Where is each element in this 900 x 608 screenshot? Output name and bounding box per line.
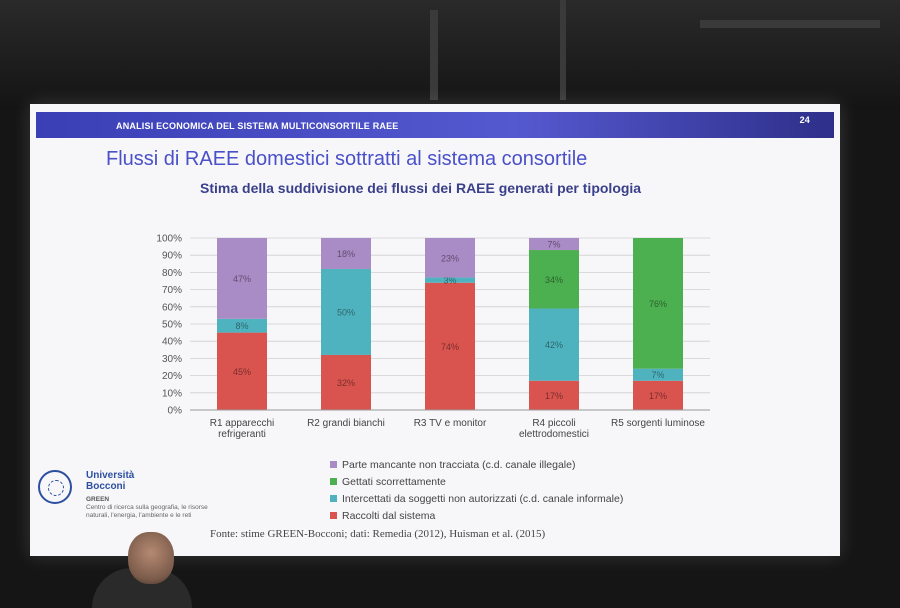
x-category-label: elettrodomestici (519, 429, 589, 440)
x-category-label: R4 piccoli (532, 418, 575, 429)
source-note: Fonte: stime GREEN-Bocconi; dati: Remedi… (210, 528, 546, 540)
slide-title: Flussi di RAEE domestici sottratti al si… (106, 148, 588, 170)
research-unit-description: Centro di ricerca sulla geografia, le ri… (86, 504, 208, 519)
x-category-label: R1 apparecchi (210, 418, 274, 429)
bar-data-label: 50% (337, 307, 355, 317)
bar-segment (321, 354, 371, 410)
legend-label: Intercettati da soggetti non autorizzati… (342, 492, 624, 505)
university-seal-icon (38, 470, 72, 504)
bar-data-label: 17% (649, 391, 667, 401)
bar-segment (633, 380, 683, 410)
bar-segment (425, 277, 475, 283)
legend-item: Gettati scorrettamente (330, 473, 623, 490)
x-category-label: R3 TV e monitor (414, 418, 487, 429)
legend-item: Intercettati da soggetti non autorizzati… (330, 490, 623, 507)
bar-data-label: 32% (337, 378, 355, 388)
bar-segment (529, 308, 579, 381)
y-tick-label: 0% (168, 406, 183, 417)
legend-item: Parte mancante non tracciata (c.d. canal… (330, 456, 623, 473)
bar-segment (425, 282, 475, 410)
bar-segment (529, 250, 579, 309)
y-tick-label: 50% (162, 320, 182, 331)
y-tick-label: 40% (162, 337, 182, 348)
bar-segment (321, 238, 371, 269)
ceiling-beam (560, 0, 566, 100)
bar-data-label: 23% (441, 253, 459, 263)
projected-slide: ANALISI ECONOMICA DEL SISTEMA MULTICONSO… (30, 104, 840, 556)
bar-data-label: 8% (235, 321, 248, 331)
legend-swatch (330, 478, 337, 485)
bar-segment (217, 318, 267, 333)
research-unit-name: GREEN (86, 496, 110, 503)
y-tick-label: 10% (162, 388, 182, 399)
bar-data-label: 74% (441, 342, 459, 352)
bar-segment (425, 238, 475, 278)
legend-label: Parte mancante non tracciata (c.d. canal… (342, 458, 576, 471)
ceiling-background (0, 0, 900, 110)
bar-segment (633, 368, 683, 381)
x-category-label: R2 grandi bianchi (307, 418, 385, 429)
bar-segment (217, 238, 267, 319)
slide-header-text: ANALISI ECONOMICA DEL SISTEMA MULTICONSO… (116, 121, 399, 131)
y-tick-label: 100% (156, 234, 182, 245)
legend-swatch (330, 512, 337, 519)
y-tick-label: 60% (162, 302, 182, 313)
bar-segment (633, 238, 683, 369)
bar-data-label: 7% (651, 370, 664, 380)
bar-data-label: 18% (337, 249, 355, 259)
bar-segment (321, 268, 371, 355)
chart-legend: Parte mancante non tracciata (c.d. canal… (330, 456, 623, 524)
slide-page-number: 24 (799, 115, 810, 125)
legend-swatch (330, 495, 337, 502)
y-tick-label: 20% (162, 371, 182, 382)
y-tick-label: 80% (162, 268, 182, 279)
y-tick-label: 90% (162, 251, 182, 262)
speaker-head (128, 532, 174, 584)
bar-segment (529, 380, 579, 410)
legend-swatch (330, 461, 337, 468)
university-name-line2: Bocconi (86, 481, 126, 492)
university-name-line1: Università (86, 470, 135, 481)
bar-data-label: 17% (545, 391, 563, 401)
bar-data-label: 34% (545, 275, 563, 285)
bocconi-logo: Università Bocconi GREEN Centro di ricer… (34, 466, 224, 536)
bar-data-label: 45% (233, 367, 251, 377)
bar-data-label: 47% (233, 274, 251, 284)
bar-data-label: 76% (649, 299, 667, 309)
legend-label: Gettati scorrettamente (342, 475, 446, 488)
stacked-bar-chart: 0% 10% 20% 30% 40% 50% 60% 70% 80% 90% 100% 45% 8% 47… (156, 234, 710, 440)
y-tick-label: 30% (162, 354, 182, 365)
bar-segment (217, 332, 267, 410)
legend-label: Raccolti dal sistema (342, 509, 436, 522)
chart-title: Stima della suddivisione dei flussi dei … (200, 180, 642, 196)
legend-item: Raccolti dal sistema (330, 507, 623, 524)
x-category-label: refrigeranti (218, 429, 266, 440)
bar-data-label: 42% (545, 340, 563, 350)
speaker-silhouette (92, 530, 192, 608)
bar-data-label: 7% (547, 240, 560, 250)
university-name: Università Bocconi (86, 470, 134, 492)
x-category-label: R5 sorgenti luminose (611, 418, 705, 429)
bar-segment (529, 238, 579, 251)
bar-data-label: 3% (443, 276, 456, 286)
slide-header-band: ANALISI ECONOMICA DEL SISTEMA MULTICONSO… (36, 112, 834, 138)
y-tick-label: 70% (162, 285, 182, 296)
ceiling-beam (430, 10, 438, 100)
ceiling-beam (700, 20, 880, 28)
